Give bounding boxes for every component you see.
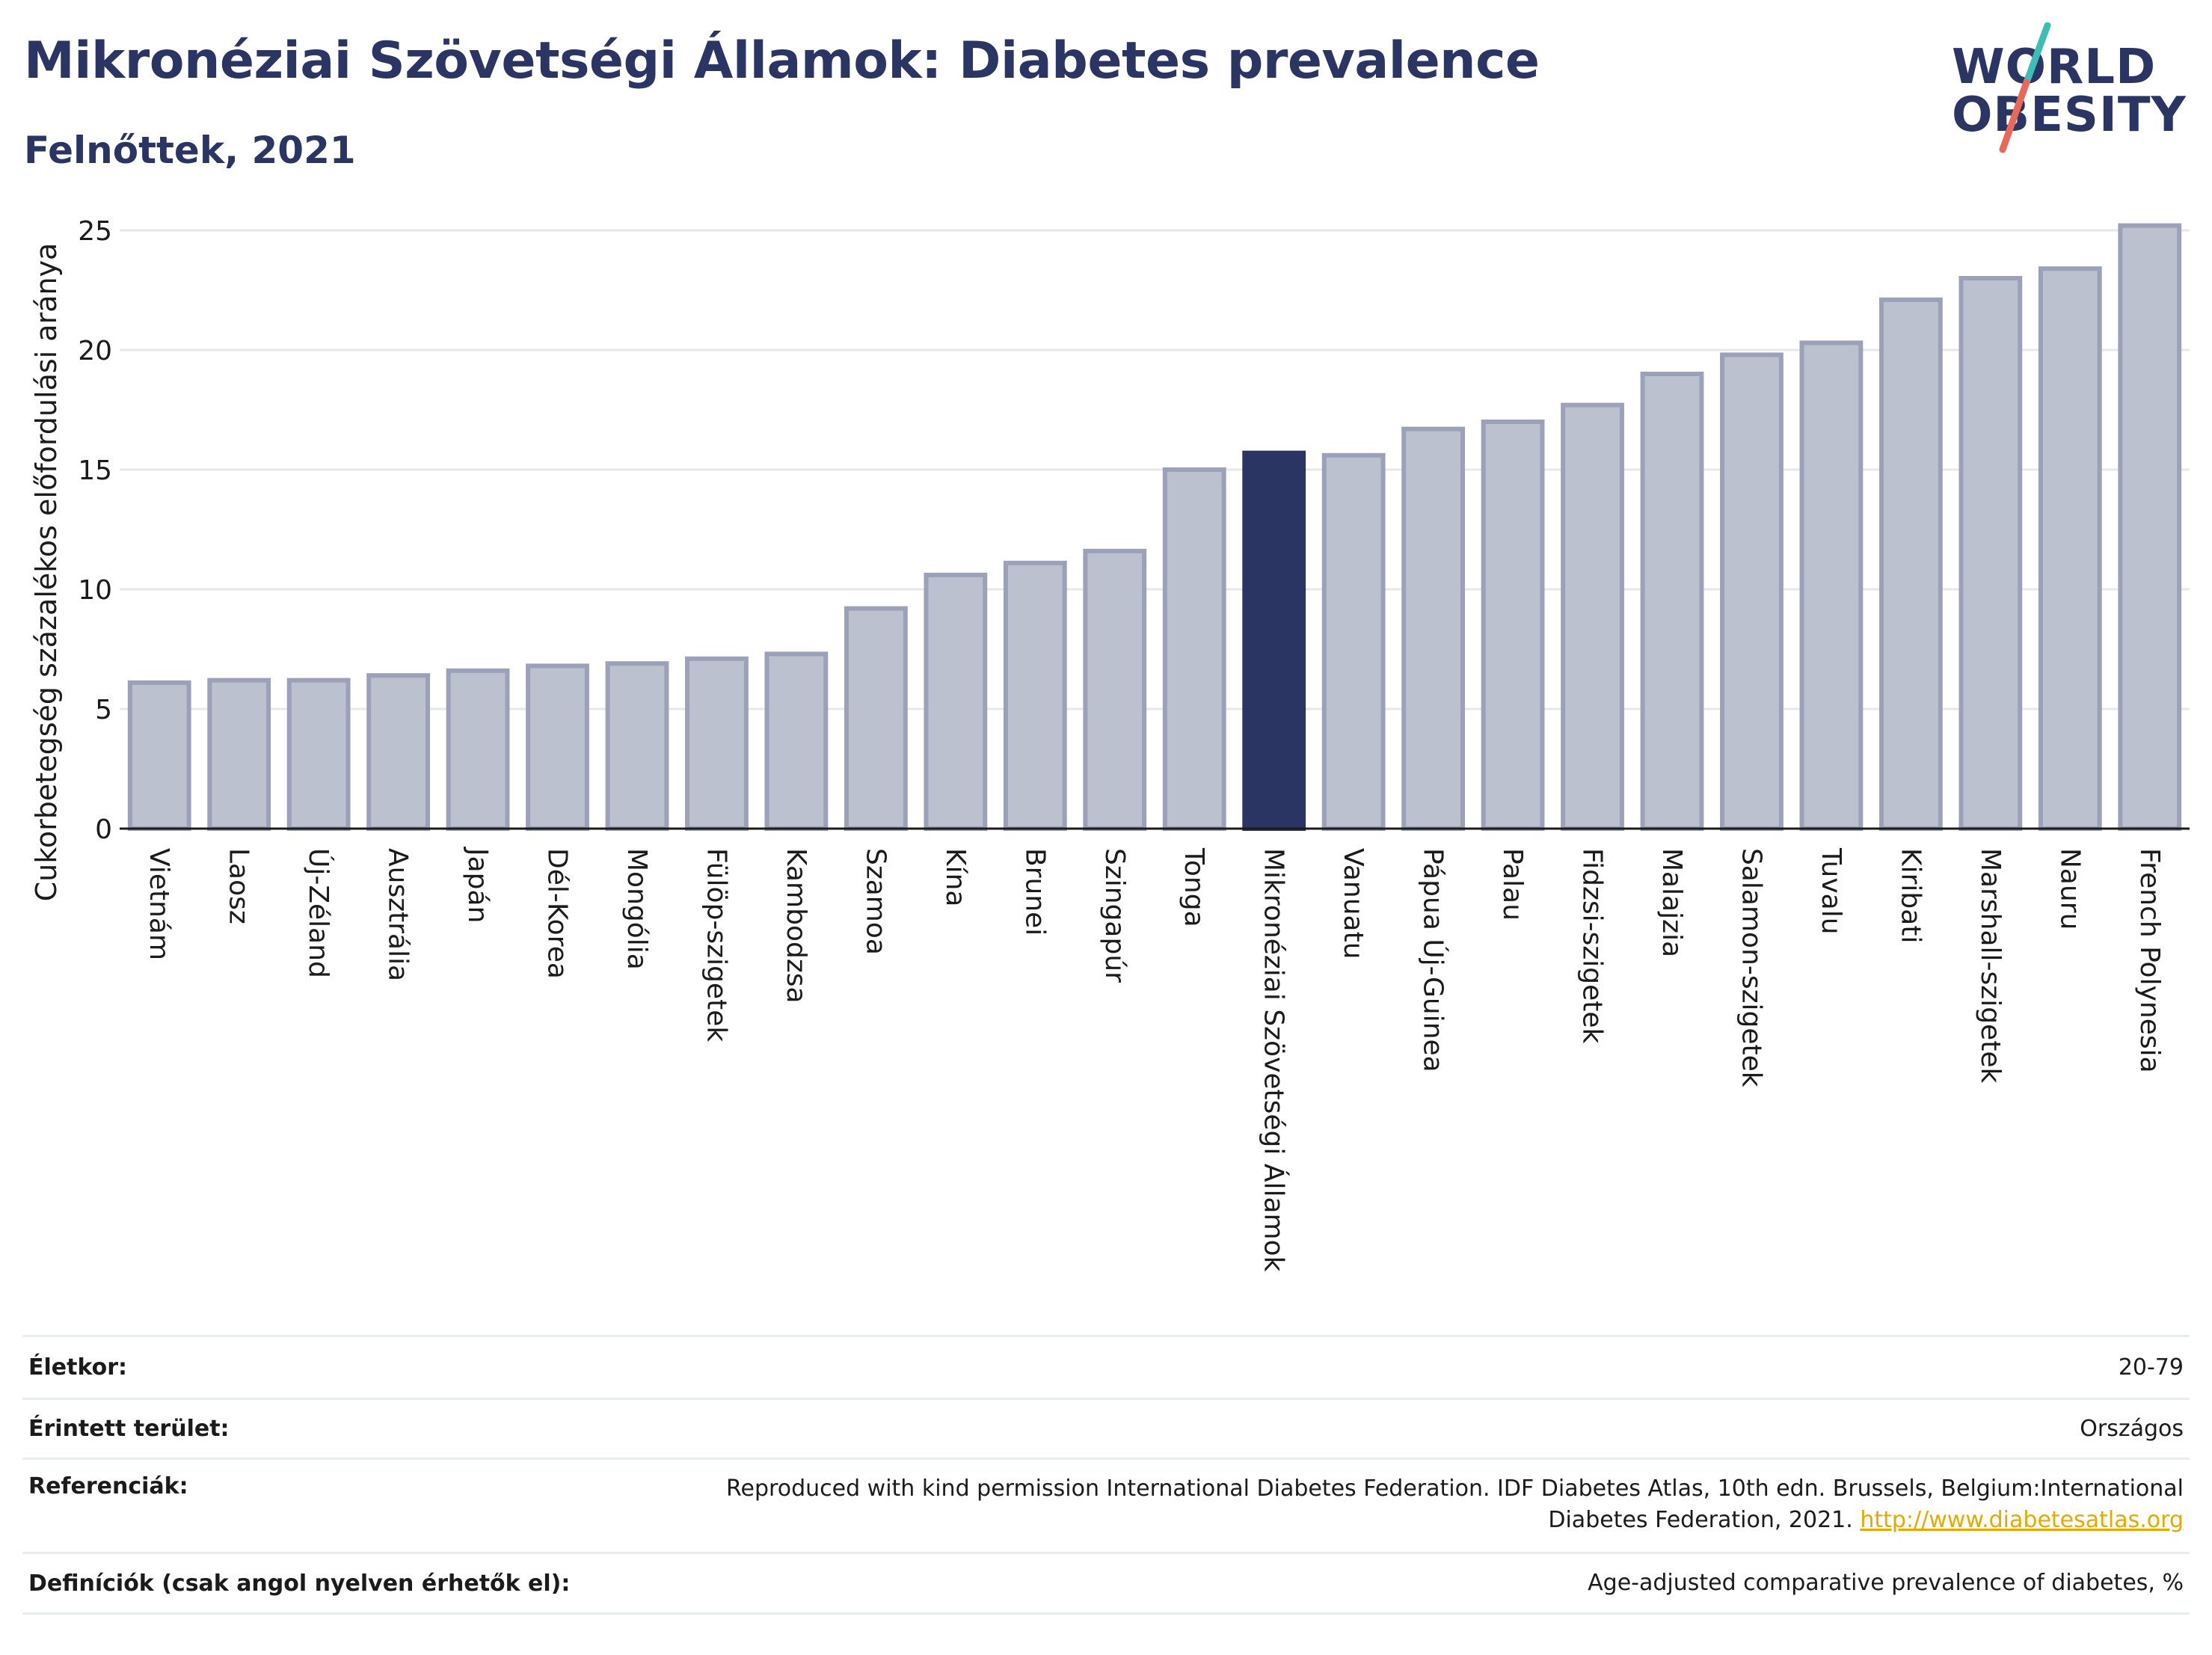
bar [844,606,908,831]
bar [1561,402,1624,832]
x-tick-label: Kína [940,848,971,907]
bar [127,680,191,831]
y-tick-label: 15 [78,455,112,486]
meta-row-area: Érintett terület: Országos [22,1398,2190,1458]
x-tick-label: Marshall-szigetek [1975,848,2006,1083]
meta-label-definitions: Definíciók (csak angol nyelven érhetők e… [28,1570,571,1597]
bar [924,572,988,831]
meta-label-area: Érintett terület: [28,1416,230,1442]
x-tick-label: Malajzia [1656,848,1687,957]
x-tick-label: Palau [1497,848,1528,921]
chart-title: Mikronéziai Szövetségi Államok: Diabetes… [24,31,1540,90]
x-tick-label: Szingapúr [1099,848,1130,983]
x-tick-label: Dél-Korea [542,848,573,979]
x-tick-label: Nauru [2054,848,2085,930]
x-tick-label: French Polynesia [2134,848,2165,1073]
bar [1003,560,1067,831]
meta-value-definitions: Age-adjusted comparative prevalence of d… [1588,1570,2184,1596]
world-obesity-logo[interactable]: WORLD OBESITY [1952,22,2199,157]
meta-value-area: Országos [2080,1415,2184,1442]
x-tick-label: Tuvalu [1816,847,1846,935]
x-tick-label: Fidzsi-szigetek [1577,848,1608,1044]
y-tick-label: 10 [78,575,112,606]
meta-value-age: 20-79 [2118,1354,2184,1381]
references-link[interactable]: http://www.diabetesatlas.org [1860,1507,2184,1533]
meta-row-definitions: Definíciók (csak angol nyelven érhetők e… [22,1552,2190,1615]
chart-subtitle: Felnőttek, 2021 [24,129,356,172]
bar [2118,223,2182,832]
meta-label-references: Referenciák: [28,1473,188,1499]
meta-row-references: Referenciák: Reproduced with kind permis… [22,1458,2190,1552]
bar [2038,266,2102,831]
bar [1878,297,1943,832]
x-tick-label: Mongólia [621,848,652,970]
x-tick-label: Tonga [1179,847,1209,927]
x-tick-label: Salamon-szigetek [1736,848,1766,1087]
x-tick-label: Brunei [1019,848,1050,936]
bar [207,678,271,831]
meta-row-age: Életkor: 20-79 [22,1335,2190,1398]
bar [1481,420,1545,831]
x-tick-label: Szamoa [860,848,891,955]
bar [1321,452,1386,831]
metadata-table: Életkor: 20-79 Érintett terület: Országo… [22,1335,2190,1615]
logo-text-obesity: OBESITY [1952,87,2187,143]
bar [366,673,431,832]
bar [1242,450,1306,831]
x-tick-label: Új-Zéland [303,848,334,978]
x-tick-label: Vietnám [144,848,174,960]
x-tick-label: Kiribati [1895,848,1926,943]
bar [1162,467,1226,831]
y-tick-label: 0 [95,814,112,845]
bar [764,651,829,832]
logo-text-world: WORLD [1952,40,2157,95]
bar-chart: 0 5 10 15 20 25 Vietnám Laosz Új-Zéland Ausztráli… [78,216,2190,1272]
x-tick-label: Mikronéziai Szövetségi Államok [1259,848,1290,1272]
x-tick-label: Laosz [224,848,254,924]
x-tick-label: Japán [462,847,493,923]
bar [1720,352,1784,831]
bar [446,668,510,831]
bar [1958,276,2023,831]
y-tick-label: 25 [78,216,112,247]
y-tick-label: 20 [78,336,112,366]
meta-value-references: Reproduced with kind permission Internat… [651,1473,2184,1536]
x-tick-label: Pápua Új-Guinea [1418,848,1449,1072]
bar [1640,372,1704,831]
bar [605,661,669,832]
bar [1083,548,1147,831]
x-tick-label: Kambodzsa [781,848,811,1004]
x-tick-label: Ausztrália [383,848,414,981]
bar [1401,426,1466,832]
meta-label-age: Életkor: [28,1354,128,1381]
references-text: Reproduced with kind permission Internat… [726,1476,2184,1533]
x-tick-label: Vanuatu [1338,848,1368,959]
y-tick-label: 5 [95,695,112,725]
bar [685,656,749,831]
bar [286,678,351,831]
bar [526,663,589,832]
x-tick-label: Fülöp-szigetek [701,848,731,1042]
logo-slash-icon [1999,22,2051,153]
bar [1799,340,1864,831]
